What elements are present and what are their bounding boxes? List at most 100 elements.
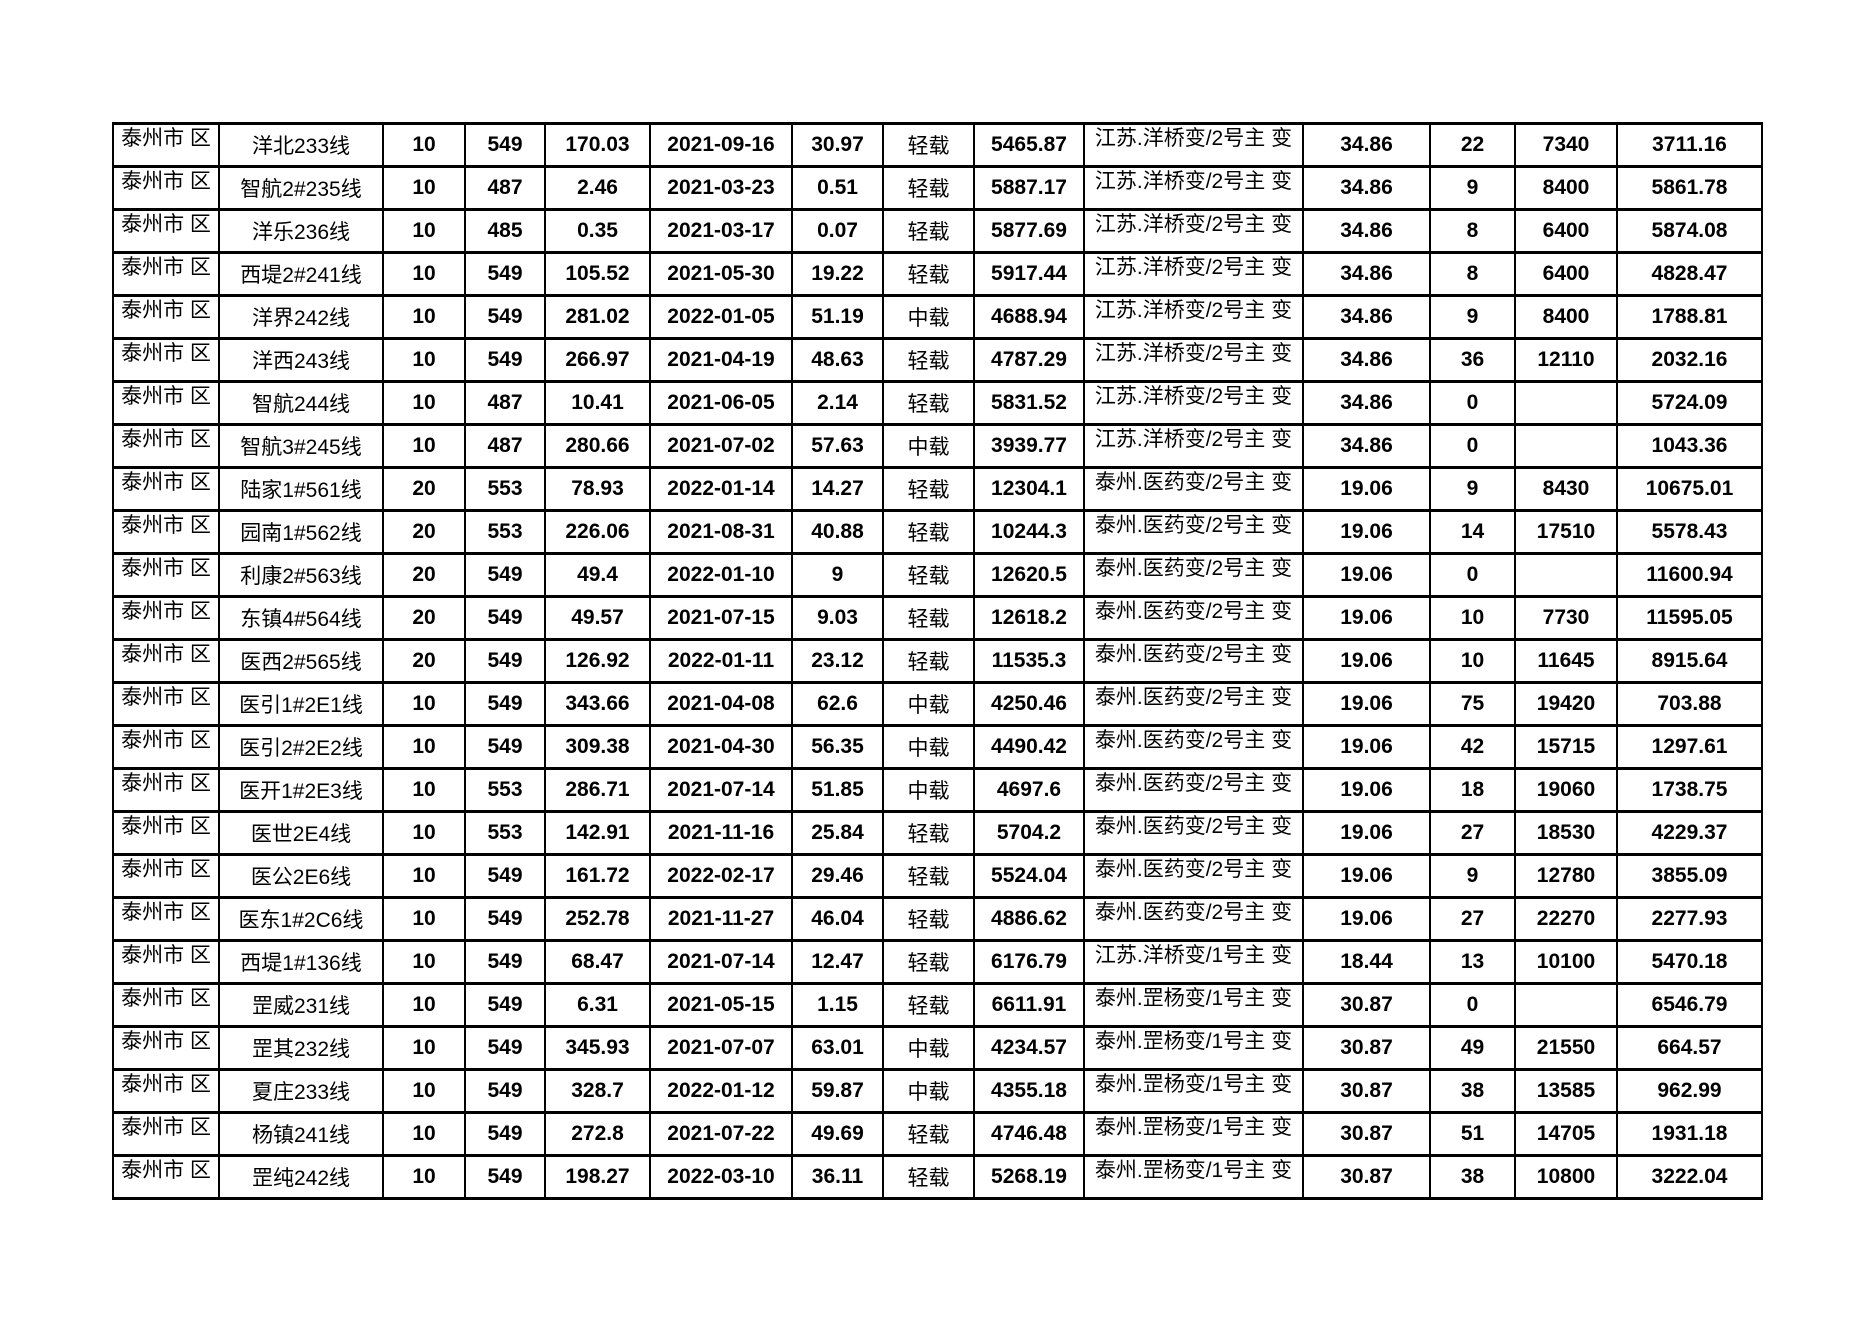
cell-voltage: 20: [382, 509, 466, 555]
cell-margin: 12620.5: [973, 552, 1085, 598]
cell-line-name: 医开1#2E3线: [218, 767, 384, 813]
cell-region: 泰州市 区: [112, 380, 220, 426]
cell-voltage: 10: [382, 1154, 466, 1200]
table-row: 泰州市 区 西堤1#136线 10 549 68.47 2021-07-14 1…: [112, 939, 1763, 985]
table-row: 泰州市 区 罡纯242线 10 549 198.27 2022-03-10 36…: [112, 1154, 1763, 1200]
cell-region: 泰州市 区: [112, 724, 220, 770]
cell-margin: 12618.2: [973, 595, 1085, 641]
cell-date: 2021-07-15: [649, 595, 793, 641]
cell-load-level: 中载: [882, 1025, 975, 1071]
cell-region: 泰州市 区: [112, 896, 220, 942]
cell-count: 9: [1429, 466, 1516, 512]
transformer-text: 江苏.洋桥变/2号主 变: [1094, 170, 1293, 193]
cell-transformer-margin: 703.88: [1616, 681, 1763, 727]
cell-capacity: 12110: [1514, 337, 1618, 383]
table-row: 泰州市 区 洋西243线 10 549 266.97 2021-04-19 48…: [112, 337, 1763, 383]
cell-count: 0: [1429, 982, 1516, 1028]
cell-code: 549: [464, 552, 546, 598]
table-row: 泰州市 区 智航2#235线 10 487 2.46 2021-03-23 0.…: [112, 165, 1763, 211]
cell-region: 泰州市 区: [112, 767, 220, 813]
region-text: 泰州市 区: [121, 385, 211, 408]
cell-transformer: 江苏.洋桥变/2号主 变: [1083, 122, 1304, 168]
cell-power: 280.66: [544, 423, 651, 469]
cell-code: 549: [464, 939, 546, 985]
cell-date: 2021-07-22: [649, 1111, 793, 1157]
cell-region: 泰州市 区: [112, 552, 220, 598]
cell-transformer-margin: 6546.79: [1616, 982, 1763, 1028]
cell-transformer: 江苏.洋桥变/2号主 变: [1083, 423, 1304, 469]
cell-load-rate: 19.22: [791, 251, 884, 297]
cell-margin: 4787.29: [973, 337, 1085, 383]
cell-transformer-margin: 4229.37: [1616, 810, 1763, 856]
cell-power: 286.71: [544, 767, 651, 813]
cell-date: 2021-08-31: [649, 509, 793, 555]
cell-transformer-margin: 4828.47: [1616, 251, 1763, 297]
power-line-table: 泰州市 区 洋北233线 10 549 170.03 2021-09-16 30…: [112, 122, 1763, 1200]
cell-count: 14: [1429, 509, 1516, 555]
table-row: 泰州市 区 洋北233线 10 549 170.03 2021-09-16 30…: [112, 122, 1763, 168]
cell-region: 泰州市 区: [112, 1111, 220, 1157]
cell-voltage: 10: [382, 724, 466, 770]
cell-power: 142.91: [544, 810, 651, 856]
cell-margin: 5917.44: [973, 251, 1085, 297]
cell-load-level: 轻载: [882, 208, 975, 254]
cell-margin: 4355.18: [973, 1068, 1085, 1114]
transformer-text: 泰州.罡杨变/1号主 变: [1094, 1030, 1293, 1053]
cell-region: 泰州市 区: [112, 681, 220, 727]
cell-load-level: 轻载: [882, 638, 975, 684]
cell-load-level: 轻载: [882, 982, 975, 1028]
cell-transformer: 泰州.医药变/2号主 变: [1083, 552, 1304, 598]
cell-line-name: 医引2#2E2线: [218, 724, 384, 770]
cell-load-rate: 51.19: [791, 294, 884, 340]
cell-power: 78.93: [544, 466, 651, 512]
cell-load-level: 轻载: [882, 509, 975, 555]
cell-transformer-load-rate: 19.06: [1302, 724, 1431, 770]
cell-capacity: [1514, 982, 1618, 1028]
cell-date: 2022-01-10: [649, 552, 793, 598]
cell-transformer-margin: 5578.43: [1616, 509, 1763, 555]
cell-count: 27: [1429, 896, 1516, 942]
cell-region: 泰州市 区: [112, 423, 220, 469]
cell-margin: 5887.17: [973, 165, 1085, 211]
region-text: 泰州市 区: [121, 1030, 211, 1053]
transformer-text: 泰州.医药变/2号主 变: [1094, 858, 1293, 881]
cell-line-name: 洋乐236线: [218, 208, 384, 254]
cell-line-name: 陆家1#561线: [218, 466, 384, 512]
cell-transformer: 泰州.医药变/2号主 变: [1083, 509, 1304, 555]
cell-power: 252.78: [544, 896, 651, 942]
cell-date: 2021-05-15: [649, 982, 793, 1028]
cell-date: 2021-11-16: [649, 810, 793, 856]
cell-margin: 5465.87: [973, 122, 1085, 168]
cell-load-rate: 36.11: [791, 1154, 884, 1200]
cell-capacity: 19060: [1514, 767, 1618, 813]
cell-power: 328.7: [544, 1068, 651, 1114]
cell-load-level: 中载: [882, 294, 975, 340]
cell-capacity: 8430: [1514, 466, 1618, 512]
table-row: 泰州市 区 罡威231线 10 549 6.31 2021-05-15 1.15…: [112, 982, 1763, 1028]
cell-capacity: 14705: [1514, 1111, 1618, 1157]
cell-transformer: 泰州.罡杨变/1号主 变: [1083, 1068, 1304, 1114]
table-row: 泰州市 区 智航244线 10 487 10.41 2021-06-05 2.1…: [112, 380, 1763, 426]
cell-voltage: 10: [382, 294, 466, 340]
cell-voltage: 10: [382, 1025, 466, 1071]
cell-date: 2021-04-08: [649, 681, 793, 727]
cell-region: 泰州市 区: [112, 638, 220, 684]
cell-load-rate: 46.04: [791, 896, 884, 942]
cell-load-level: 中载: [882, 681, 975, 727]
cell-voltage: 10: [382, 208, 466, 254]
cell-transformer-margin: 3711.16: [1616, 122, 1763, 168]
cell-transformer-load-rate: 34.86: [1302, 380, 1431, 426]
transformer-text: 江苏.洋桥变/2号主 变: [1094, 385, 1293, 408]
cell-date: 2021-05-30: [649, 251, 793, 297]
cell-date: 2021-11-27: [649, 896, 793, 942]
region-text: 泰州市 区: [121, 1159, 211, 1182]
cell-capacity: 7340: [1514, 122, 1618, 168]
cell-margin: 6611.91: [973, 982, 1085, 1028]
cell-voltage: 10: [382, 896, 466, 942]
transformer-text: 泰州.医药变/2号主 变: [1094, 643, 1293, 666]
cell-capacity: 15715: [1514, 724, 1618, 770]
cell-load-rate: 56.35: [791, 724, 884, 770]
cell-code: 549: [464, 1154, 546, 1200]
region-text: 泰州市 区: [121, 299, 211, 322]
